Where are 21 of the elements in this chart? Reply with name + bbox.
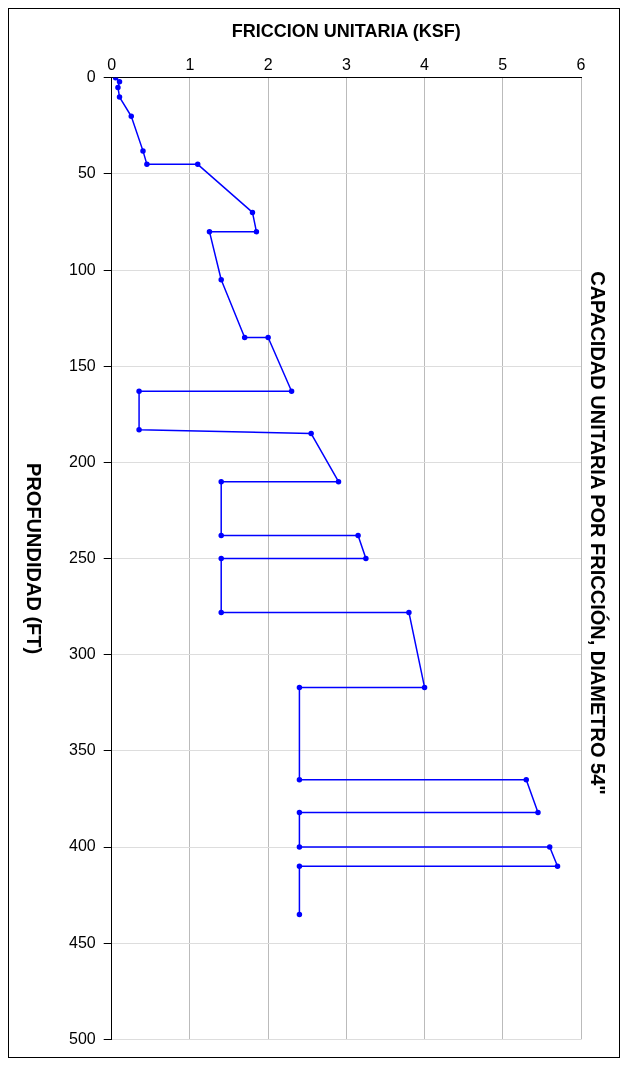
y-tick-label: 450 [68, 933, 96, 951]
x-axis-title: FRICCION UNITARIA (KSF) [231, 20, 461, 41]
x-tick-label: 3 [341, 55, 351, 73]
y-tick-label: 150 [68, 356, 96, 374]
y-tick-label: 350 [68, 741, 96, 759]
y-tick-label: 500 [68, 1029, 96, 1047]
y-tick-label: 0 [86, 68, 96, 86]
x-tick-label: 2 [263, 55, 273, 73]
text: CAPACIDAD UNITARIA POR FRICCIÓN, DIAMETRO 54" [587, 271, 611, 795]
y-tick-label: 200 [68, 452, 96, 470]
y-tick-label: 250 [68, 549, 96, 567]
y-tick-label: 100 [68, 260, 96, 278]
y-tick-label: 50 [77, 164, 96, 182]
x-tick-label: 4 [420, 55, 430, 73]
y-tick-label: 300 [68, 645, 96, 663]
x-tick-label: 6 [576, 55, 586, 73]
y-tick-label: 400 [68, 837, 96, 855]
x-tick-label: 1 [185, 55, 195, 73]
x-tick-label: 5 [498, 55, 508, 73]
y-axis-title: PROFUNDIDAD (FT) [23, 463, 46, 655]
x-tick-label: 0 [107, 55, 117, 73]
